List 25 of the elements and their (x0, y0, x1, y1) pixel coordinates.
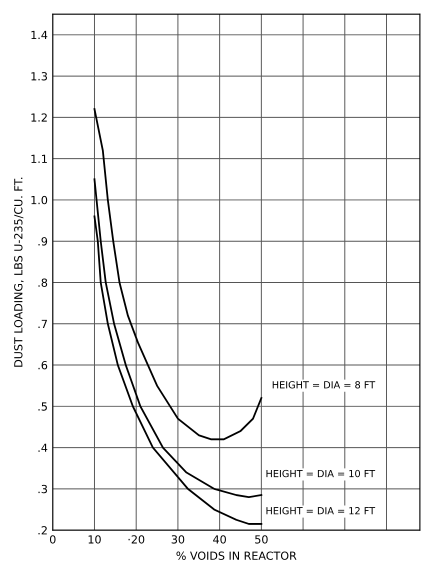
x-tick-label: 0 (50, 535, 56, 544)
line-series (94, 108, 262, 440)
y-tick-label: .6 (38, 361, 48, 370)
x-tick-label: 30 (172, 535, 184, 544)
y-tick-label: 1.3 (31, 72, 47, 80)
y-tick-label: .9 (38, 237, 48, 246)
y-axis-title: DUST LOADING, LBS U-235/CU. FT. (14, 178, 24, 367)
series-label: HEIGHT = DIA = 12 FT (266, 507, 376, 514)
y-tick-label: .5 (38, 402, 47, 411)
y-tick-label: .4 (38, 444, 48, 452)
y-tick-label: 1.1 (31, 154, 47, 163)
y-tick-label: .8 (38, 278, 48, 287)
x-tick-label: 10 (88, 535, 101, 544)
x-tick-label: ·20 (128, 535, 144, 544)
y-tick-label: 1.4 (31, 30, 48, 40)
x-tick-label: 40 (213, 535, 226, 544)
x-axis-title: % VOIDS IN REACTOR (176, 552, 296, 560)
y-tick-label: .3 (38, 484, 47, 494)
y-tick-label: .7 (38, 320, 47, 328)
x-tick-label: 50 (255, 535, 268, 544)
series-label: HEIGHT = DIA = 10 FT (266, 470, 376, 478)
y-tick-label: 1.0 (31, 196, 48, 204)
y-tick-label: .2 (38, 526, 47, 534)
y-tick-label: 1.2 (31, 113, 47, 122)
series-label: HEIGHT = DIA = 8 FT (272, 381, 376, 388)
